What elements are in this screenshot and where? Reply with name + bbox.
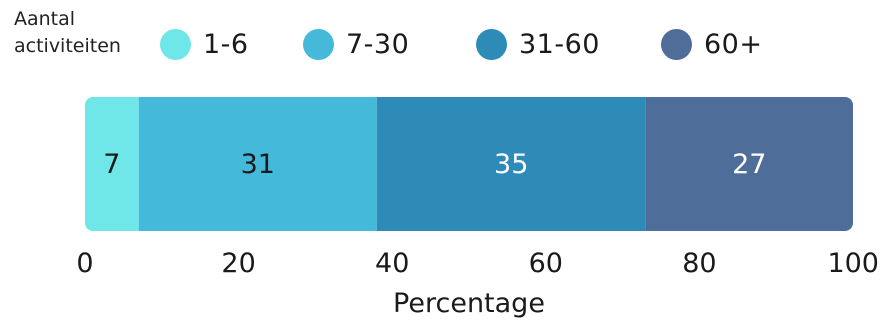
- legend-swatch-1-6: [160, 28, 191, 60]
- data-label-1-6: 7: [103, 149, 120, 180]
- legend: Aantal activiteiten 1-6 7-30 31-60 60+: [0, 0, 881, 80]
- legend-swatch-7-30: [303, 28, 334, 60]
- x-axis-ticks: 0 20 40 60 80 100: [76, 248, 879, 279]
- legend-item-60-plus: 60+: [661, 26, 762, 62]
- legend-label-1-6: 1-6: [203, 28, 249, 60]
- x-tick-label-80: 80: [682, 248, 716, 279]
- bar-group: [85, 97, 853, 231]
- bar-segment-7-30: [138, 97, 377, 231]
- legend-title: Aantal activiteiten: [14, 6, 121, 60]
- data-label-31-60: 35: [494, 149, 528, 180]
- legend-title-line-2: activiteiten: [14, 35, 121, 57]
- legend-label-60-plus: 60+: [704, 28, 763, 60]
- data-label-60-plus: 27: [732, 149, 766, 180]
- bar-segment-1-6: [85, 97, 139, 231]
- legend-item-1-6: 1-6: [160, 26, 249, 62]
- bar-label-group: 7 31 35 27: [103, 149, 766, 180]
- x-axis-title: Percentage: [393, 288, 545, 319]
- bar-segment-60-plus: [645, 97, 853, 231]
- legend-label-31-60: 31-60: [519, 28, 600, 60]
- x-tick-label-100: 100: [827, 248, 879, 279]
- legend-item-31-60: 31-60: [476, 26, 600, 62]
- bar-segment-31-60: [376, 97, 646, 231]
- x-tick-label-0: 0: [76, 248, 93, 279]
- legend-swatch-60-plus: [661, 28, 692, 60]
- legend-item-7-30: 7-30: [303, 26, 409, 62]
- x-tick-label-40: 40: [375, 248, 409, 279]
- x-tick-label-20: 20: [221, 248, 255, 279]
- legend-title-line-1: Aantal: [14, 8, 76, 30]
- data-label-7-30: 31: [241, 149, 275, 180]
- x-tick-label-60: 60: [529, 248, 563, 279]
- legend-label-7-30: 7-30: [346, 28, 410, 60]
- legend-swatch-31-60: [476, 28, 507, 60]
